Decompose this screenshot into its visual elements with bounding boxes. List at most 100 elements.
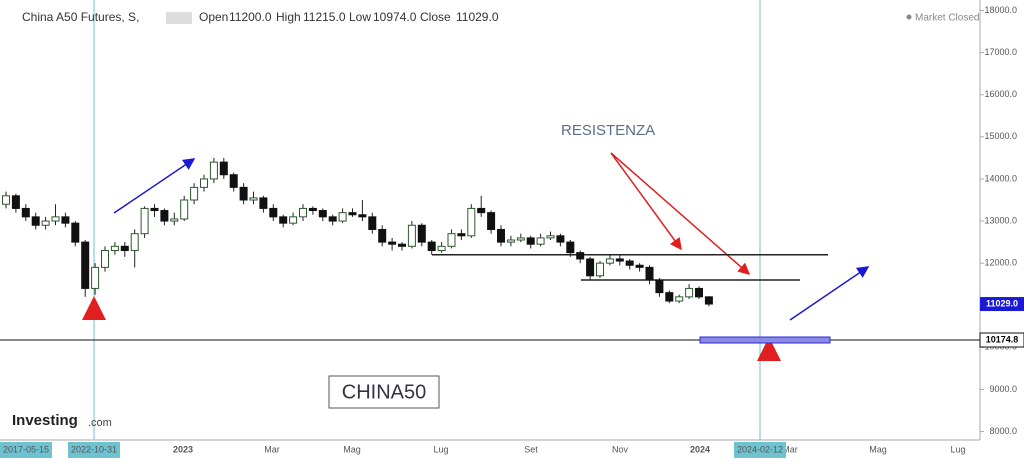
date-marker-box xyxy=(68,442,120,458)
support-zone xyxy=(699,336,831,344)
y-tick-label: 8000.0 xyxy=(989,426,1017,436)
candle-body xyxy=(388,241,397,245)
candle-body xyxy=(130,233,139,252)
x-tick-label: Mag xyxy=(869,444,887,454)
candle-body xyxy=(348,212,357,216)
arrow xyxy=(610,152,682,251)
candle-body xyxy=(427,241,436,252)
candle-body xyxy=(487,212,496,230)
y-tick-label: 17000.0 xyxy=(984,47,1017,57)
candle-body xyxy=(358,214,367,218)
candle-body xyxy=(71,222,80,243)
candle-body xyxy=(605,258,614,264)
y-tick-label: 12000.0 xyxy=(984,258,1017,268)
candle-body xyxy=(497,228,505,243)
candle-body xyxy=(596,262,604,277)
candle-body xyxy=(259,197,268,209)
close-label: Close xyxy=(420,10,451,24)
candle-body xyxy=(81,241,90,289)
last-price-label: 11029.0 xyxy=(986,298,1018,308)
candle-body xyxy=(308,207,317,212)
date-marker-box xyxy=(0,442,52,458)
candle-body xyxy=(704,296,713,305)
low-value: 10974.0 xyxy=(373,10,417,24)
candle-body xyxy=(685,287,694,298)
candle-body xyxy=(110,245,119,252)
candle-body xyxy=(21,207,30,218)
candle-body xyxy=(338,212,347,222)
x-tick-label: Set xyxy=(524,444,538,454)
candle-body xyxy=(239,186,248,201)
brand-suffix: .com xyxy=(88,417,112,429)
candle-body xyxy=(506,239,515,243)
x-tick-label: Lug xyxy=(950,444,965,454)
candle-body xyxy=(625,260,634,266)
candle-body xyxy=(318,210,327,218)
date-marker-label: 2022-10-31 xyxy=(71,444,117,454)
candle-body xyxy=(645,266,654,281)
arrow xyxy=(610,152,751,275)
candle-body xyxy=(41,220,50,226)
candle-body xyxy=(180,199,189,220)
candle-body xyxy=(51,216,60,222)
candle-body xyxy=(219,161,228,176)
price-tag xyxy=(980,297,1024,312)
candle-body xyxy=(289,216,298,224)
candle-body xyxy=(140,207,149,235)
candle-body xyxy=(378,228,387,243)
candle-body xyxy=(160,210,169,222)
candle-body xyxy=(586,258,595,277)
date-marker-box xyxy=(734,442,786,458)
x-tick-label: 2024 xyxy=(690,444,710,454)
candle-body xyxy=(407,224,416,247)
high-label: High xyxy=(276,10,301,24)
y-tick-label: 16000.0 xyxy=(984,89,1017,99)
candle-body xyxy=(615,258,624,262)
y-tick-label: 18000.0 xyxy=(984,5,1017,15)
y-tick-label: 13000.0 xyxy=(984,215,1017,225)
arrow xyxy=(113,158,196,214)
x-tick-label: Mar xyxy=(264,444,280,454)
candle-body xyxy=(11,195,20,209)
status-dot xyxy=(906,14,912,20)
annotation: RESISTENZA xyxy=(561,122,655,139)
candle-body xyxy=(91,266,100,289)
candle-body xyxy=(655,279,664,294)
candle-body xyxy=(457,233,466,237)
candle-body xyxy=(546,235,555,239)
low-label: Low xyxy=(349,10,371,24)
y-tick-label: 9000.0 xyxy=(989,384,1017,394)
icons xyxy=(166,12,192,24)
candle-body xyxy=(556,235,565,243)
candle-body xyxy=(209,161,218,180)
x-tick-label: 2023 xyxy=(173,444,193,454)
candle-body xyxy=(170,218,179,222)
candle-body xyxy=(437,245,446,252)
close-value: 11029.0 xyxy=(456,10,499,24)
symbol: China A50 Futures, S, xyxy=(22,10,139,24)
candle-body xyxy=(368,216,377,230)
watermark-box xyxy=(328,375,440,409)
candle-body xyxy=(150,207,159,212)
x-tick-label: Nov xyxy=(612,444,629,454)
date-marker-label: 2024-02-12 xyxy=(737,444,783,454)
candle-body xyxy=(695,287,703,298)
candle-body xyxy=(61,216,70,224)
candle-body xyxy=(477,207,486,214)
candle-body xyxy=(101,250,109,268)
price-tag xyxy=(979,332,1024,348)
candle-body xyxy=(200,178,208,188)
candle-body xyxy=(447,233,456,247)
candle-body xyxy=(536,237,545,245)
high-value: 11215.0 xyxy=(303,10,346,24)
candle-body xyxy=(398,243,406,247)
candle-body xyxy=(120,245,129,252)
candle-body xyxy=(467,207,476,237)
candle-body xyxy=(31,216,40,226)
support-label: 10174.8 xyxy=(986,334,1019,344)
candle-body xyxy=(675,296,684,302)
candle-body xyxy=(526,237,535,245)
candle-body xyxy=(2,195,10,205)
watermark: CHINA50 xyxy=(342,381,426,403)
open-label: Open xyxy=(199,10,228,24)
